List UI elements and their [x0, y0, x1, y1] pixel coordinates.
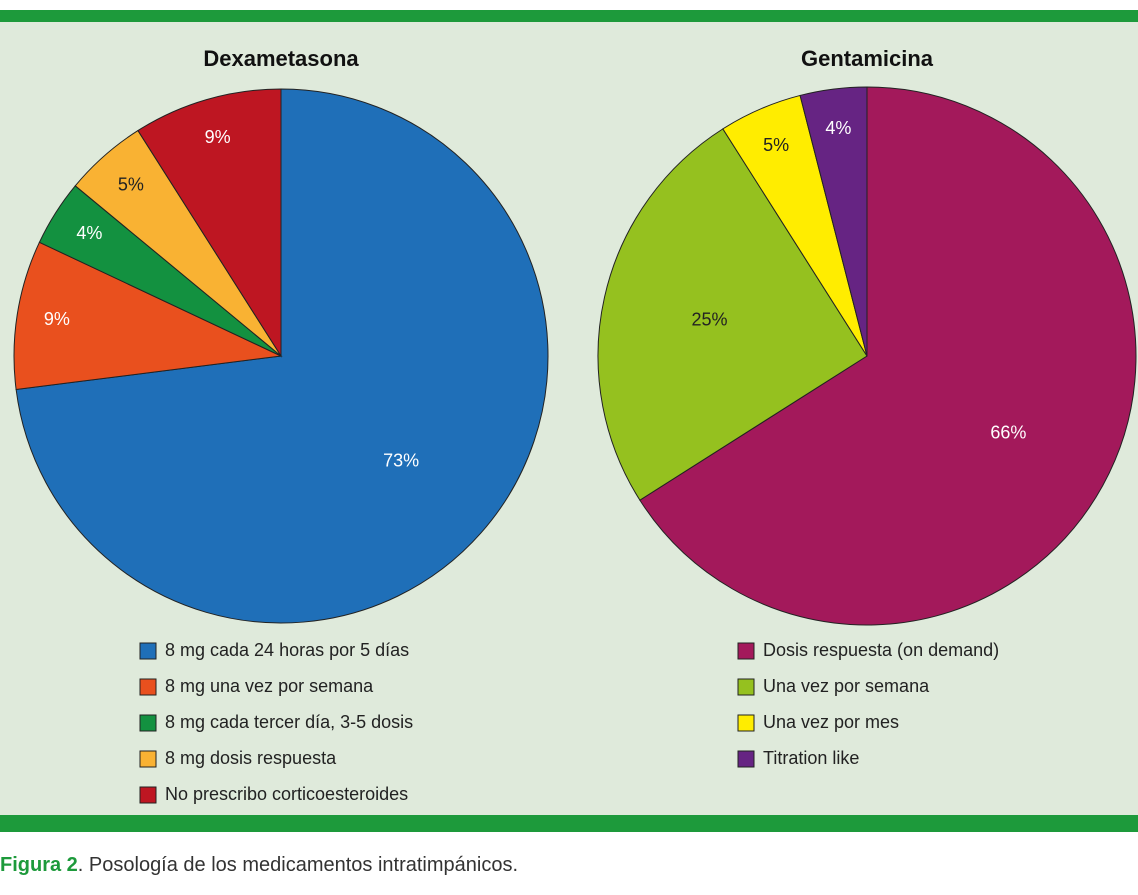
- caption-text: . Posología de los medicamentos intratim…: [78, 854, 518, 876]
- slice-label: 66%: [990, 423, 1026, 443]
- pie-slice: [597, 128, 868, 501]
- slice-label: 9%: [44, 309, 70, 329]
- legend-label: No prescribo corticoesteroides: [165, 784, 408, 804]
- legend-label: Una vez por mes: [763, 712, 899, 732]
- chart-title: Dexametasona: [203, 46, 359, 71]
- caption: Figura 2. Posología de los medicamentos …: [0, 854, 518, 876]
- pie-slice: [799, 86, 868, 357]
- pie-slice: [137, 88, 282, 358]
- pie-slice: [13, 241, 283, 391]
- slice-label: 25%: [691, 310, 727, 330]
- caption-label: Figura 2: [0, 854, 78, 876]
- top-band: [0, 10, 1138, 22]
- legend-label: 8 mg dosis respuesta: [165, 748, 337, 768]
- slice-label: 73%: [383, 451, 419, 471]
- legend-swatch: [139, 714, 157, 732]
- legend-swatch: [737, 750, 755, 768]
- legend-swatch: [139, 642, 157, 660]
- slice-label: 4%: [825, 118, 851, 138]
- slice-label: 4%: [76, 223, 102, 243]
- slice-label: 9%: [205, 127, 231, 147]
- legend-swatch: [139, 678, 157, 696]
- legend-swatch: [737, 714, 755, 732]
- legend-label: Titration like: [763, 748, 859, 768]
- pie-slice: [639, 86, 1137, 626]
- legend-swatch: [139, 786, 157, 804]
- legend-label: Una vez por semana: [763, 676, 930, 696]
- legend-label: 8 mg cada 24 horas por 5 días: [165, 640, 409, 660]
- legend-label: Dosis respuesta (on demand): [763, 640, 999, 660]
- chart-title: Gentamicina: [801, 46, 934, 71]
- slice-label: 5%: [763, 135, 789, 155]
- legend-label: 8 mg cada tercer día, 3-5 dosis: [165, 712, 413, 732]
- bottom-band: [0, 815, 1138, 832]
- legend-swatch: [737, 678, 755, 696]
- legend-swatch: [737, 642, 755, 660]
- legend-swatch: [139, 750, 157, 768]
- legend-label: 8 mg una vez por semana: [165, 676, 374, 696]
- slice-label: 5%: [118, 175, 144, 195]
